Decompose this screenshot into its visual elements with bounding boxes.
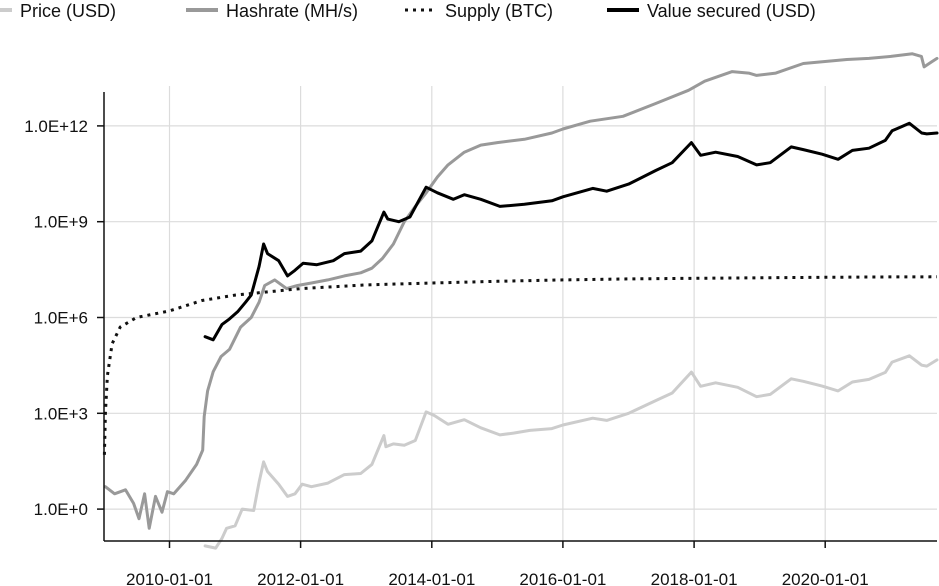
y-tick-label: 1.0E+6 — [34, 309, 88, 328]
x-tick-label: 2016-01-01 — [519, 570, 606, 586]
series-line-value-secured-usd — [203, 121, 939, 342]
legend-label: Supply (BTC) — [445, 1, 553, 21]
legend: Price (USD) Hashrate (MH/s) Supply (BTC) Va… — [0, 1, 816, 21]
x-tick-label: 2010-01-01 — [126, 570, 213, 586]
chart-axes: 2010-01-01 2012-01-01 2014-01-01 2016-01-01… — [24, 92, 937, 586]
series-line-hashrate-mh-s — [103, 52, 939, 530]
x-tick-label: 2014-01-01 — [388, 570, 475, 586]
legend-label: Value secured (USD) — [647, 1, 816, 21]
y-tick-label: 1.0E+12 — [24, 117, 88, 136]
y-tick-label: 1.0E+0 — [34, 500, 88, 519]
x-tick-label: 2020-01-01 — [782, 570, 869, 586]
legend-item-hashrate-mh-s: Hashrate (MH/s) — [186, 1, 358, 21]
series-layer — [102, 52, 939, 550]
y-tick-label: 1.0E+9 — [34, 213, 88, 232]
series-line-price-usd — [203, 354, 939, 550]
chart-grid — [104, 86, 937, 541]
legend-item-supply-btc: Supply (BTC) — [405, 1, 553, 21]
legend-item-value-secured-usd: Value secured (USD) — [607, 1, 816, 21]
legend-label: Price (USD) — [20, 1, 116, 21]
x-tick-label: 2012-01-01 — [257, 570, 344, 586]
series-line-supply-btc — [102, 275, 938, 455]
legend-item-price-usd: Price (USD) — [0, 1, 116, 21]
y-tick-label: 1.0E+3 — [34, 404, 88, 423]
x-tick-label: 2018-01-01 — [651, 570, 738, 586]
legend-label: Hashrate (MH/s) — [226, 1, 358, 21]
